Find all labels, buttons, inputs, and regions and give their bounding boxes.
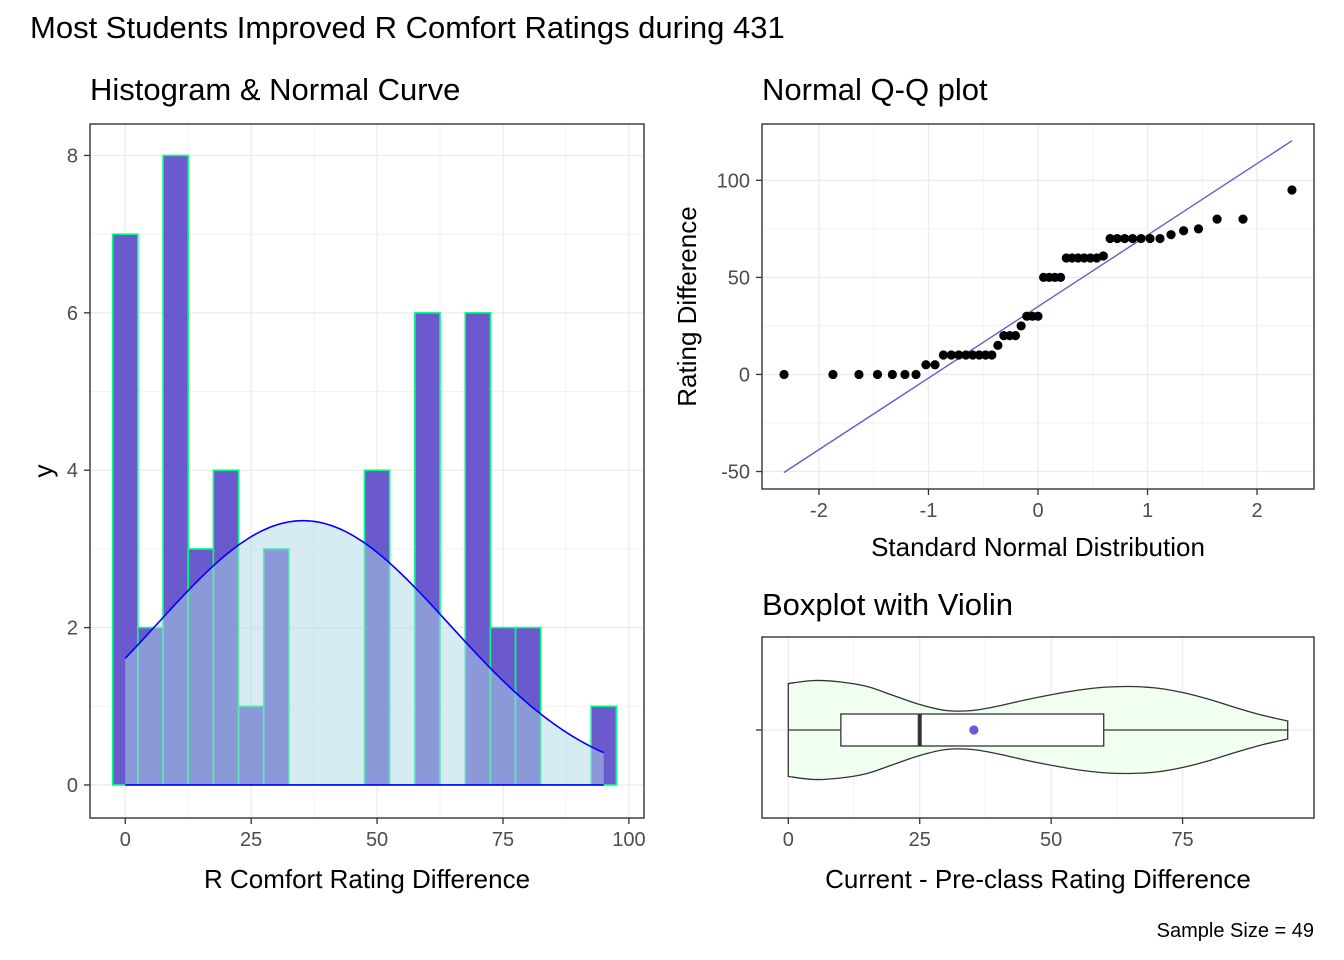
qq-point [961,350,971,360]
qq-point [828,369,838,380]
qq-plot-panel: -2 -1 0 1 2 -50 0 50 100 Standard Normal Distribu… [672,123,1315,562]
histogram-y-axis-title: y [28,465,58,478]
main-title: Most Students Improved R Comfort Ratings… [30,10,785,45]
qq-point [1238,214,1248,224]
qq-point [1120,233,1130,244]
hist-y-tick-label: 0 [67,775,78,797]
hist-y-tick-label: 2 [67,618,78,640]
qq-point [1166,230,1176,240]
qq-x-tick-label: 1 [1142,500,1153,522]
qq-point [1212,214,1222,224]
qq-y-tick-label: 50 [728,267,750,289]
qq-x-tick-label: 2 [1251,500,1262,522]
hist-panel-border [89,123,645,819]
qq-point [993,340,1003,350]
box-x-tick-label: 75 [1171,829,1193,851]
hist-y-tick-label: 4 [67,460,78,482]
qq-point [1085,253,1095,263]
qq-point [968,350,978,360]
qq-point [1193,224,1204,234]
qq-plot-title: Normal Q-Q plot [762,72,988,107]
hist-x-tick-label: 75 [492,829,514,851]
qq-y-tick-label: 0 [739,364,750,386]
boxplot-panel: 0 25 50 75 Current - Pre-class Rating Differ… [756,636,1315,894]
qq-point [911,369,921,380]
qq-point [779,369,789,380]
box-x-tick-label: 50 [1040,829,1062,851]
qq-point [938,350,949,360]
qq-point [854,369,864,380]
qq-point [1105,233,1115,244]
boxplot-title: Boxplot with Violin [762,587,1014,622]
box-x-tick-label: 0 [783,829,794,851]
qq-point [974,350,984,360]
qq-point [930,360,940,370]
box-x-tick-label: 25 [909,829,931,851]
qq-point [900,369,910,380]
qq-point [987,350,997,360]
qq-x-tick-label: 0 [1032,500,1043,522]
hist-x-tick-label: 100 [612,829,645,851]
qq-x-tick-label: -1 [920,500,938,522]
box-mean-point [969,725,979,735]
qq-reference-line [783,140,1293,474]
qq-point [1155,233,1165,244]
qq-point [1010,331,1021,341]
hist-y-tick-label: 8 [67,145,78,167]
qq-point [1179,226,1189,236]
qq-point [1016,321,1026,331]
boxplot-x-axis-title: Current - Pre-class Rating Difference [825,864,1251,894]
qq-point [1098,251,1108,261]
qq-point [921,360,931,370]
hist-x-tick-label: 50 [366,829,388,851]
box-panel-border [761,636,1315,819]
qq-point [887,369,897,380]
histogram-panel: 0 25 50 75 100 0 2 4 6 8 R Comfort Rating Differen… [28,123,646,894]
qq-point [872,369,883,380]
qq-point [1127,233,1138,244]
qq-point [1033,311,1043,321]
qq-point [1055,272,1066,282]
qq-y-tick-label: -50 [721,462,750,484]
hist-y-tick-label: 6 [67,303,78,325]
sample-size-caption: Sample Size = 49 [1156,920,1314,942]
normal-curve-area [125,520,604,785]
qq-x-axis-title: Standard Normal Distribution [871,532,1205,562]
qq-point [1112,233,1122,244]
hist-x-tick-label: 0 [120,829,131,851]
hist-x-tick-label: 25 [240,829,262,851]
qq-y-tick-label: 100 [717,170,750,192]
qq-point [1145,233,1155,244]
qq-point [1287,185,1297,195]
histogram-title: Histogram & Normal Curve [90,72,461,107]
qq-point [1136,233,1146,244]
qq-y-axis-title: Rating Difference [672,206,702,406]
normal-curve-line [124,519,605,754]
qq-point [954,350,964,360]
qq-x-tick-label: -2 [810,500,828,522]
histogram-x-axis-title: R Comfort Rating Difference [204,864,530,894]
qq-point [946,350,956,360]
